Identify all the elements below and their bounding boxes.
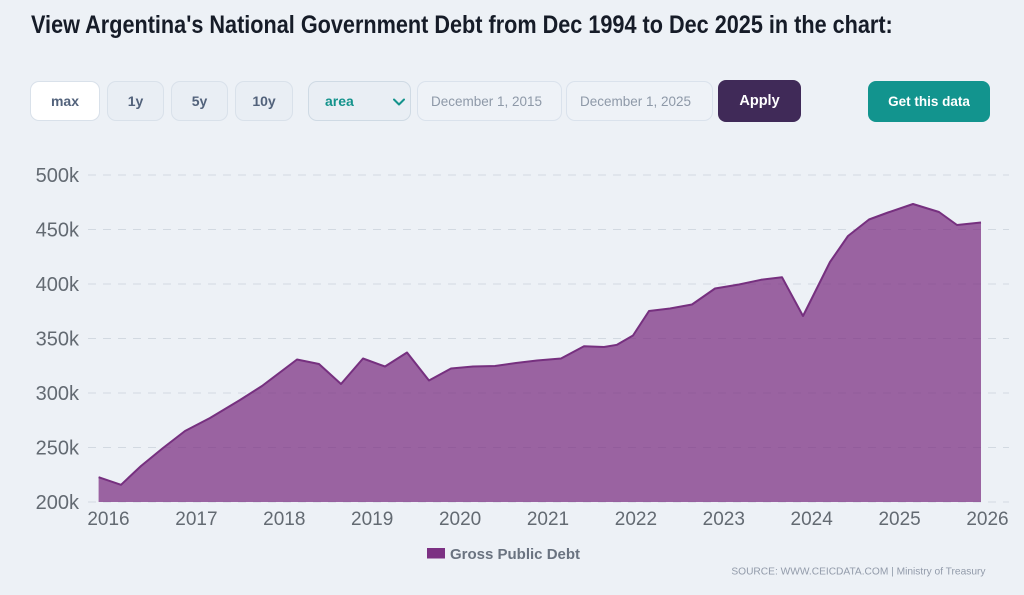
svg-text:2021: 2021 [527,509,569,530]
svg-text:2016: 2016 [87,509,129,530]
svg-text:2024: 2024 [791,509,834,530]
svg-text:2023: 2023 [703,509,745,530]
svg-text:2022: 2022 [615,509,657,530]
svg-text:2025: 2025 [878,509,920,530]
svg-text:350k: 350k [36,329,80,351]
svg-text:200k: 200k [36,492,80,514]
svg-text:400k: 400k [36,274,80,296]
svg-text:2019: 2019 [351,509,393,530]
svg-text:2026: 2026 [966,509,1008,530]
svg-text:Gross Public Debt: Gross Public Debt [450,546,580,563]
svg-text:2017: 2017 [175,509,217,530]
svg-text:SOURCE: WWW.CEICDATA.COM | Min: SOURCE: WWW.CEICDATA.COM | Ministry of T… [731,567,986,578]
svg-text:300k: 300k [36,383,80,405]
svg-text:500k: 500k [36,165,80,187]
svg-text:250k: 250k [36,438,80,460]
svg-text:450k: 450k [36,220,80,242]
svg-text:2020: 2020 [439,509,481,530]
svg-text:2018: 2018 [263,509,305,530]
